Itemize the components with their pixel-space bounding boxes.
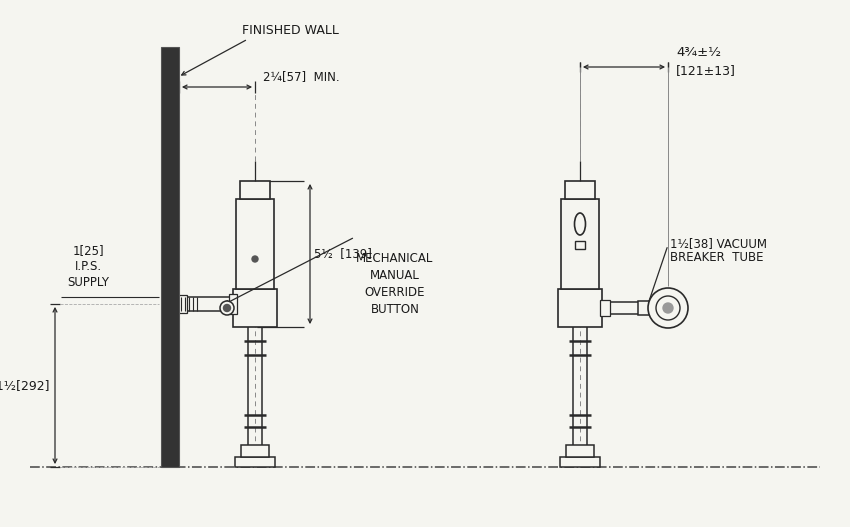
Bar [177, 295, 187, 313]
Bar [600, 300, 610, 316]
Bar [241, 445, 269, 457]
Circle shape [663, 303, 673, 313]
Bar [575, 241, 585, 249]
Bar [161, 47, 179, 467]
Bar [240, 181, 270, 199]
Bar [235, 457, 275, 467]
Text: 4¾±½: 4¾±½ [676, 46, 721, 60]
Text: FINISHED WALL: FINISHED WALL [241, 24, 338, 37]
Text: MECHANICAL
MANUAL
OVERRIDE
BUTTON: MECHANICAL MANUAL OVERRIDE BUTTON [356, 252, 434, 316]
Text: [121±13]: [121±13] [676, 64, 736, 77]
Bar [560, 457, 600, 467]
Circle shape [648, 288, 688, 328]
Bar [236, 199, 274, 289]
Bar [566, 445, 594, 457]
Text: 5½  [139]: 5½ [139] [314, 248, 371, 260]
Bar [229, 294, 237, 314]
Bar [638, 301, 652, 315]
Circle shape [224, 305, 230, 311]
Circle shape [656, 296, 680, 320]
Bar [565, 181, 595, 199]
Bar [558, 289, 602, 327]
Text: BREAKER  TUBE: BREAKER TUBE [670, 251, 763, 264]
Text: 1[25]
I.P.S.
SUPPLY: 1[25] I.P.S. SUPPLY [67, 244, 109, 289]
Text: 11½[292]: 11½[292] [0, 379, 50, 392]
Text: 2¼[57]  MIN.: 2¼[57] MIN. [263, 70, 340, 83]
Bar [233, 289, 277, 327]
Circle shape [252, 256, 258, 262]
Circle shape [220, 301, 234, 315]
Bar [561, 199, 599, 289]
Text: 1½[38] VACUUM: 1½[38] VACUUM [670, 237, 767, 250]
